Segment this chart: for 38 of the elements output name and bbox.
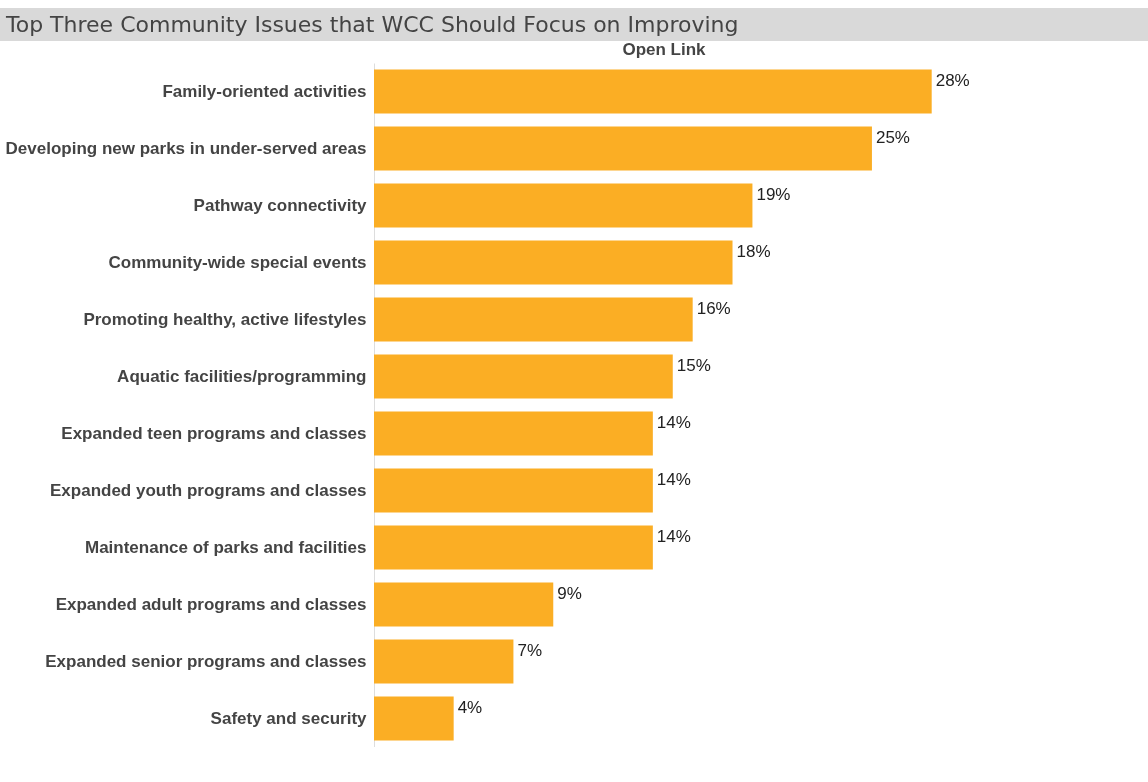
data-label: 16% (696, 298, 731, 318)
data-label: 25% (875, 127, 910, 147)
bar (374, 411, 653, 456)
data-label: 14% (656, 412, 691, 432)
data-label: 28% (935, 70, 970, 90)
bar (374, 468, 653, 513)
data-label: 18% (736, 241, 771, 261)
bar (374, 126, 872, 171)
data-label: 14% (656, 469, 691, 489)
bar (374, 240, 733, 285)
y-tick-label: Developing new parks in under-served areas (5, 138, 367, 158)
bar (374, 639, 514, 684)
y-tick-label: Expanded adult programs and classes (55, 594, 367, 614)
y-tick-label: Promoting healthy, active lifestyles (83, 309, 367, 329)
y-tick-label: Pathway connectivity (193, 195, 368, 215)
bar (374, 696, 454, 741)
data-label: 7% (517, 640, 542, 660)
bar (374, 297, 693, 342)
data-label: 4% (457, 697, 483, 717)
y-tick-label: Expanded teen programs and classes (61, 423, 367, 443)
y-tick-label: Expanded senior programs and classes (45, 651, 367, 671)
y-tick-label: Community-wide special events (108, 252, 367, 272)
y-tick-label: Safety and security (210, 708, 368, 728)
data-label: 19% (756, 184, 791, 204)
bar (374, 525, 653, 570)
chart-subtitle: Open Link (622, 40, 707, 59)
data-label: 15% (676, 355, 711, 375)
y-tick-label: Maintenance of parks and facilities (84, 537, 367, 557)
y-tick-label: Aquatic facilities/programming (117, 366, 367, 386)
y-tick-label: Expanded youth programs and classes (50, 480, 367, 500)
data-label: 14% (656, 526, 691, 546)
bar (374, 183, 753, 228)
bar (374, 582, 554, 627)
bar (374, 69, 932, 114)
bar (374, 354, 673, 399)
y-tick-label: Family-oriented activities (162, 81, 367, 101)
data-label: 9% (557, 583, 582, 603)
chart-title: Top Three Community Issues that WCC Should Focus on Improving (0, 8, 1148, 41)
